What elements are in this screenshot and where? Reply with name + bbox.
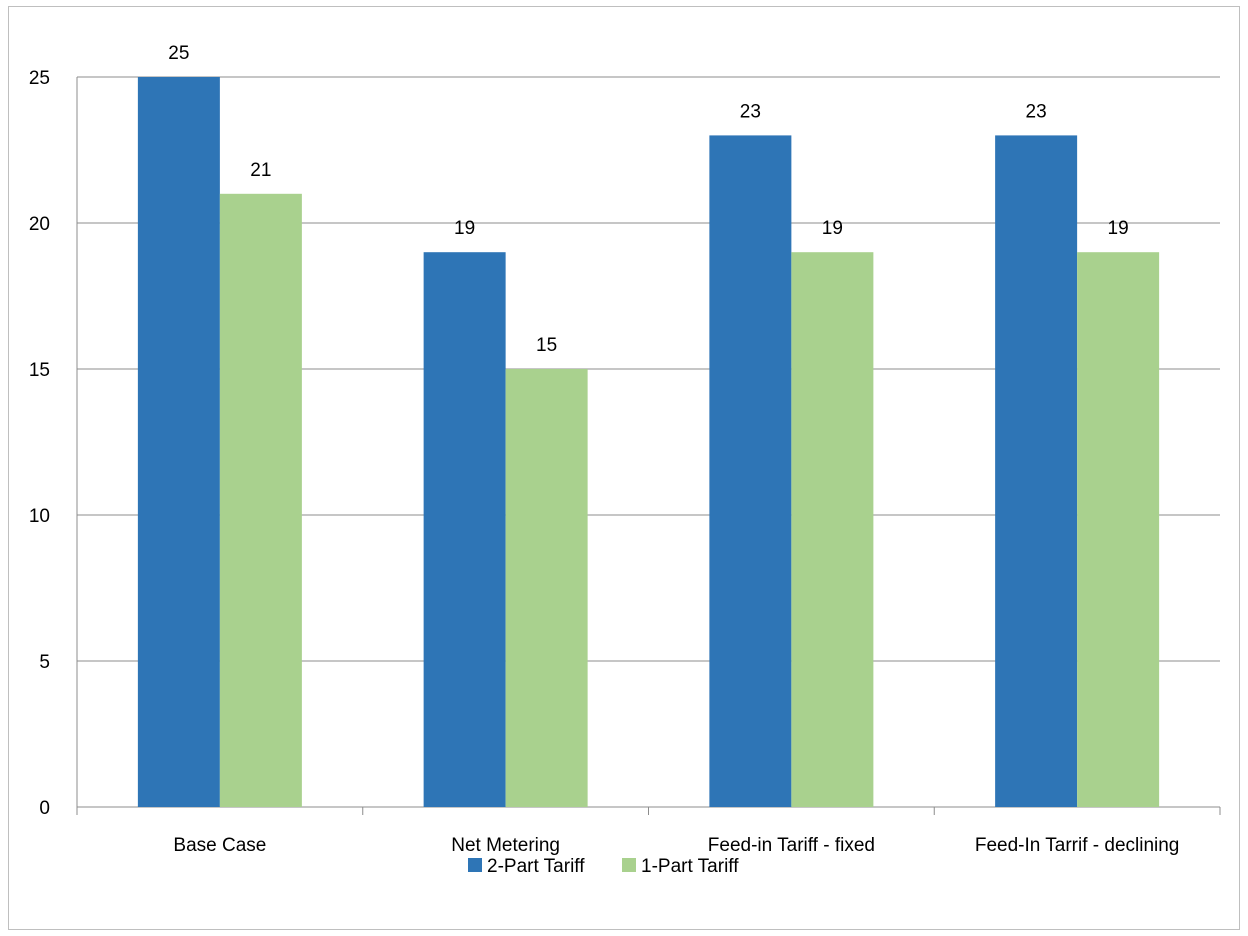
bar: [137, 77, 220, 807]
bar: [219, 193, 302, 808]
legend-label: 1-Part Tariff: [641, 856, 739, 877]
y-tick-label: 15: [29, 360, 50, 381]
y-tick-label: 5: [39, 652, 50, 673]
data-label: 19: [822, 218, 843, 239]
legend-swatch: [622, 858, 636, 872]
bar: [791, 252, 874, 807]
bar: [1077, 252, 1160, 807]
bar: [995, 135, 1078, 807]
data-label: 19: [454, 218, 475, 239]
data-label: 23: [1026, 101, 1047, 122]
y-tick-label: 25: [29, 68, 50, 89]
bar: [505, 369, 588, 807]
legend-swatch: [468, 858, 482, 872]
legend-label: 2-Part Tariff: [487, 856, 585, 877]
x-tick-label: Net Metering: [451, 835, 560, 856]
x-tick-label: Feed-in Tariff - fixed: [708, 835, 875, 856]
bar: [709, 135, 792, 807]
y-tick-label: 10: [29, 506, 50, 527]
data-label: 15: [536, 335, 557, 356]
data-label: 23: [740, 101, 761, 122]
data-label: 19: [1108, 218, 1129, 239]
data-label: 21: [250, 160, 271, 181]
y-tick-label: 0: [39, 798, 50, 819]
x-tick-label: Base Case: [173, 835, 266, 856]
x-tick-label: Feed-In Tarrif - declining: [975, 835, 1180, 856]
bar: [423, 252, 506, 807]
data-label: 25: [168, 43, 189, 64]
y-tick-label: 20: [29, 214, 50, 235]
